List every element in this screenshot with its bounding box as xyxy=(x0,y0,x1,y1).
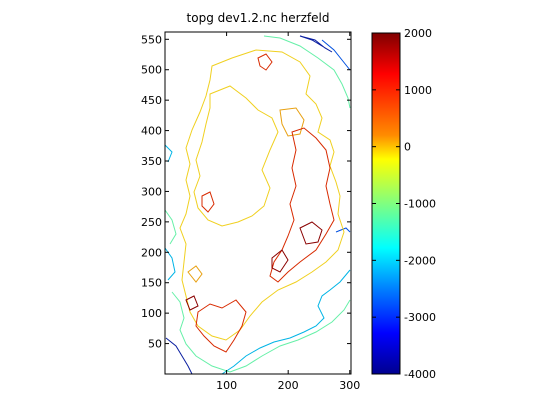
contour-line xyxy=(164,144,173,163)
plot-axes: 100 200 300 501001502002503003504004505005… xyxy=(141,31,360,392)
contour-line xyxy=(164,247,176,281)
y-tick-label: 450 xyxy=(141,94,162,107)
contour-line xyxy=(279,107,305,137)
contour-line xyxy=(187,265,203,283)
plot-frame xyxy=(164,31,352,375)
plot-area xyxy=(165,32,351,374)
colorbar-tick-label: 0 xyxy=(404,141,411,154)
colorbar-tick-label: 2000 xyxy=(404,27,432,40)
y-tick-label: 150 xyxy=(141,277,162,290)
contour-line xyxy=(165,337,193,375)
contour-line xyxy=(221,269,351,375)
y-tick-label: 50 xyxy=(148,338,162,351)
colorbar-tick-label: -3000 xyxy=(404,311,436,324)
colorbar: 2000 1000 0 -1000 -2000 -3000 -4000 xyxy=(371,27,436,381)
contour-line xyxy=(299,221,323,245)
contour-line xyxy=(171,291,351,373)
contour-line xyxy=(335,227,351,233)
contour-line xyxy=(195,299,247,353)
y-tick-label: 500 xyxy=(141,64,162,77)
contour-line xyxy=(193,85,279,227)
colorbar-tick-label: -2000 xyxy=(404,254,436,267)
y-tick-label: 300 xyxy=(141,185,162,198)
y-tick-label: 200 xyxy=(141,246,162,259)
contour-line xyxy=(179,49,345,341)
contour-lines xyxy=(164,35,351,375)
contour-line xyxy=(271,249,289,273)
contour-line xyxy=(257,53,273,71)
y-tick-label: 100 xyxy=(141,307,162,320)
contour-line xyxy=(299,35,333,53)
contour-line xyxy=(164,209,177,245)
contour-line xyxy=(185,295,199,311)
colorbar-ticks: 2000 1000 0 -1000 -2000 -3000 -4000 xyxy=(372,27,436,381)
contour-line xyxy=(201,191,215,213)
contour-line xyxy=(263,35,351,109)
x-tick-label: 100 xyxy=(216,379,237,392)
y-axis: 50 100 150 200 250 300 350 400 450 500 550 xyxy=(141,33,351,351)
y-tick-label: 550 xyxy=(141,33,162,46)
x-tick-label: 300 xyxy=(339,379,360,392)
y-tick-label: 400 xyxy=(141,125,162,138)
y-tick-label: 350 xyxy=(141,155,162,168)
colorbar-gradient xyxy=(371,32,401,375)
x-axis: 100 200 300 xyxy=(216,32,360,392)
contour-line xyxy=(269,127,335,283)
y-tick-label: 250 xyxy=(141,216,162,229)
colorbar-tick-label: -1000 xyxy=(404,198,436,211)
colorbar-tick-label: -4000 xyxy=(404,368,436,381)
chart-title: topg dev1.2.nc herzfeld xyxy=(187,11,330,25)
contour-line xyxy=(321,39,351,71)
colorbar-tick-label: 1000 xyxy=(404,84,432,97)
x-tick-label: 200 xyxy=(278,379,299,392)
